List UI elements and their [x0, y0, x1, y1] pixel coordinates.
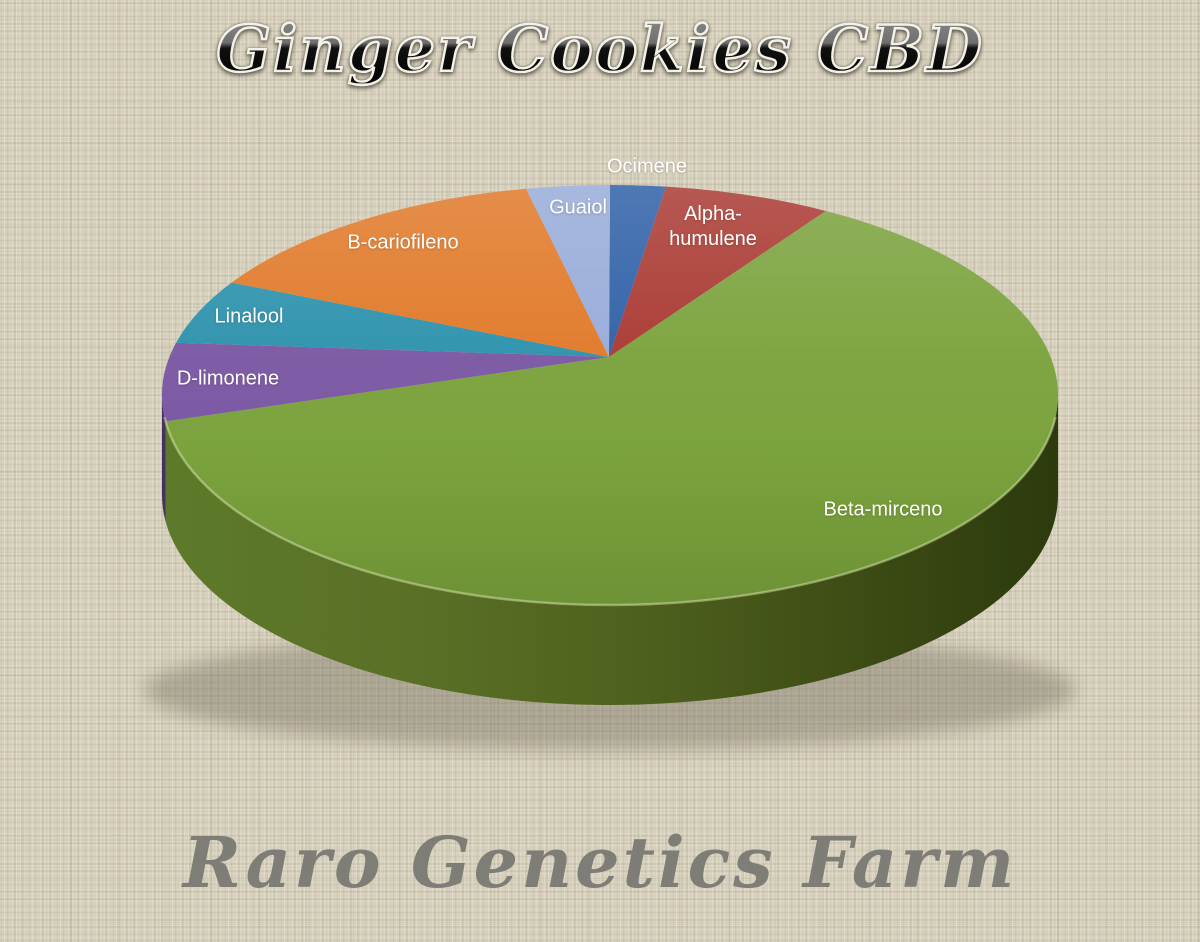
chart-title: Ginger Cookies CBD — [215, 12, 984, 87]
pie-label-ocimene: Ocimene — [607, 155, 687, 180]
pie-slice-side-beta-mirceno — [165, 395, 1059, 706]
pie-label-line: D-limonene — [176, 367, 280, 390]
pie-label-linalool: Linalool — [215, 305, 284, 330]
pie-label-line: Beta-mirceno — [823, 498, 943, 521]
pie-label-line: Alpha- — [684, 203, 742, 225]
pie-label-alpha-humulene: Alpha-humulene — [669, 202, 757, 252]
chart-header: Ginger Cookies CBD — [0, 12, 1200, 87]
pie-label-line: Linalool — [214, 305, 284, 328]
chart-footer: Raro Genetics Farm — [0, 826, 1200, 900]
pie-label-beta-mirceno: Beta-mirceno — [824, 498, 943, 523]
pie-label-line: humulene — [669, 228, 757, 250]
pie-label-b-cariofileno: B-cariofileno — [347, 231, 458, 256]
pie-slice-side-d-limonene — [162, 395, 166, 522]
pie-label-line: Ocimene — [606, 155, 688, 178]
pie-label-line: Guaiol — [549, 196, 607, 219]
pie-label-line: B-cariofileno — [347, 231, 459, 254]
footer-title: Raro Genetics Farm — [182, 821, 1018, 904]
pie-bevel-highlight — [163, 416, 1057, 607]
pie-label-d-limonene: D-limonene — [177, 367, 279, 392]
pie-label-guaiol: Guaiol — [549, 196, 607, 221]
pie-front-shading — [162, 185, 1058, 605]
